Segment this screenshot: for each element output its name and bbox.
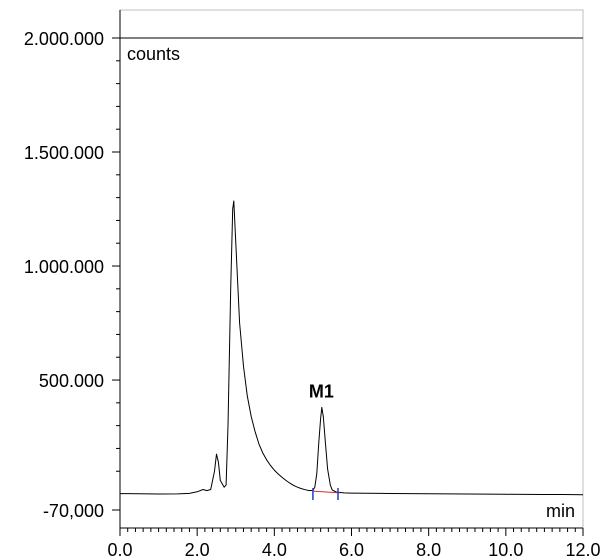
x-tick-label: 10.0: [488, 540, 523, 560]
plot-area-background: [119, 9, 584, 529]
x-tick-label: 8.0: [416, 540, 441, 560]
y-tick-label: -70,000: [43, 501, 104, 521]
series-layer: [119, 200, 584, 501]
y-unit-label: counts: [127, 44, 180, 64]
y-tick-label: 1.000.000: [24, 257, 104, 277]
x-tick-label: 2.0: [185, 540, 210, 560]
y-tick-label: 500.000: [39, 371, 104, 391]
chromatogram-trace: [119, 200, 584, 496]
x-tick-label: 6.0: [339, 540, 364, 560]
x-unit-label: min: [546, 501, 575, 521]
x-tick-label: 4.0: [262, 540, 287, 560]
x-tick-label: 12.0: [565, 540, 600, 560]
labels: -70,000 500.000 1.000.000 1.500.000 2.000.00…: [24, 29, 601, 560]
peak-label-m1: M1: [309, 381, 334, 401]
ticks: [112, 37, 584, 536]
y-tick-label: 1.500.000: [24, 143, 104, 163]
peak-baseline: [312, 490, 340, 494]
x-tick-label: 0.0: [107, 540, 132, 560]
y-tick-label: 2.000.000: [24, 29, 104, 49]
